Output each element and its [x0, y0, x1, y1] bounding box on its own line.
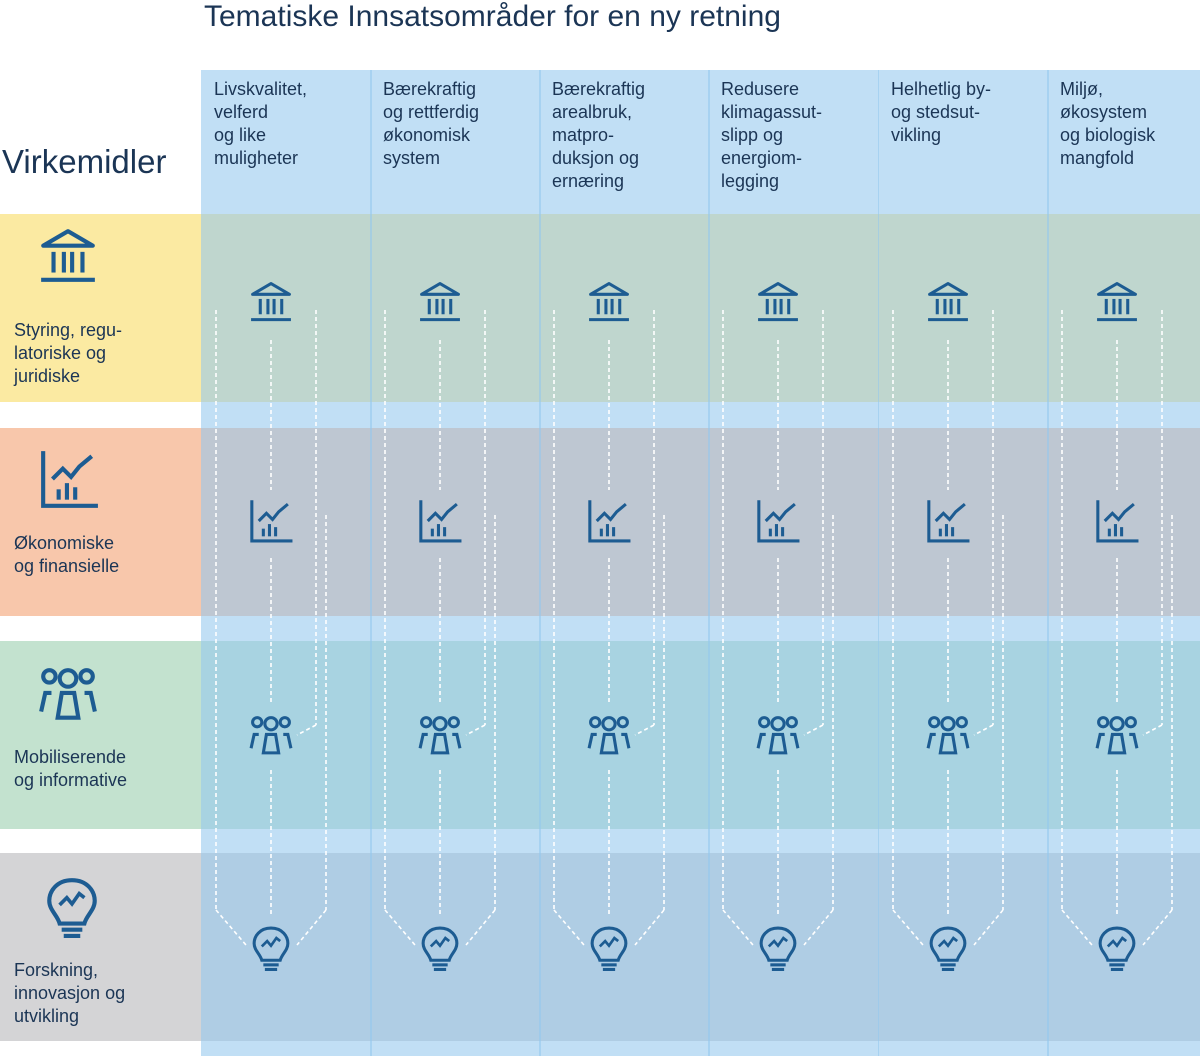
chart-icon	[41, 451, 98, 508]
chart-icon	[927, 500, 970, 543]
connector-line	[296, 724, 317, 736]
chart-icon	[419, 500, 462, 543]
connector-line	[803, 724, 824, 736]
chart-icon	[757, 500, 800, 543]
connector-line	[384, 909, 416, 946]
people-icon	[1095, 716, 1139, 755]
instrument-label: Forskning, innovasjon og utvikling	[14, 960, 126, 1026]
connector-line	[973, 724, 994, 736]
chart-icon	[588, 500, 631, 543]
connector-line	[722, 909, 754, 946]
institution-icon	[928, 282, 968, 322]
theme-column	[370, 70, 541, 1056]
lightbulb-icon	[47, 878, 97, 938]
instruments-heading: Virkemidler	[2, 143, 167, 180]
theme-column	[878, 70, 1049, 1056]
institution-icon	[589, 282, 629, 322]
instrument-label: Styring, regu- latoriske og juridiske	[14, 320, 123, 386]
theme-column	[201, 70, 372, 1056]
chart-icon	[250, 500, 293, 543]
connector-line	[803, 909, 834, 946]
theme-label: Livskvalitet, velferd og like muligheter	[214, 79, 308, 168]
people-icon	[39, 668, 97, 720]
connector-line	[215, 909, 247, 946]
institution-icon	[251, 282, 291, 322]
connector-line	[296, 909, 327, 946]
diagram-title: Tematiske Innsatsområder for en ny retni…	[204, 0, 781, 33]
instrument-label: Mobiliserende og informative	[14, 747, 128, 790]
people-icon	[756, 716, 800, 755]
theme-label: Helhetlig by- og stedsut- vikling	[891, 79, 992, 145]
theme-column	[708, 70, 879, 1056]
institution-icon	[41, 229, 95, 282]
lightbulb-icon	[590, 926, 628, 971]
connector-line	[1142, 724, 1163, 736]
people-icon	[418, 716, 462, 755]
connector-line	[892, 909, 924, 946]
chart-icon	[1096, 500, 1139, 543]
people-icon	[587, 716, 631, 755]
theme-label: Redusere klimagassut- slipp og energiom-…	[721, 79, 823, 191]
people-icon	[249, 716, 293, 755]
connector-line	[1061, 909, 1093, 946]
instrument-label: Økonomiske og finansielle	[14, 533, 120, 576]
institution-icon	[420, 282, 460, 322]
lightbulb-icon	[759, 926, 797, 971]
connector-line	[1142, 909, 1173, 946]
lightbulb-icon	[929, 926, 967, 971]
people-icon	[926, 716, 970, 755]
theme-label: Bærekraftig arealbruk, matpro- duksjon o…	[552, 79, 646, 191]
theme-label: Bærekraftig og rettferdig økonomisk syst…	[383, 79, 480, 168]
connector-line	[973, 909, 1004, 946]
theme-column	[539, 70, 710, 1056]
lightbulb-icon	[252, 926, 290, 971]
theme-column	[1047, 70, 1200, 1056]
connector-line	[465, 909, 496, 946]
connector-line	[634, 724, 655, 736]
connector-line	[634, 909, 665, 946]
connector-line	[553, 909, 585, 946]
lightbulb-icon	[421, 926, 459, 971]
institution-icon	[1097, 282, 1137, 322]
theme-label: Miljø, økosystem og biologisk mangfold	[1060, 79, 1156, 168]
connector-line	[465, 724, 486, 736]
lightbulb-icon	[1098, 926, 1136, 971]
institution-icon	[758, 282, 798, 322]
